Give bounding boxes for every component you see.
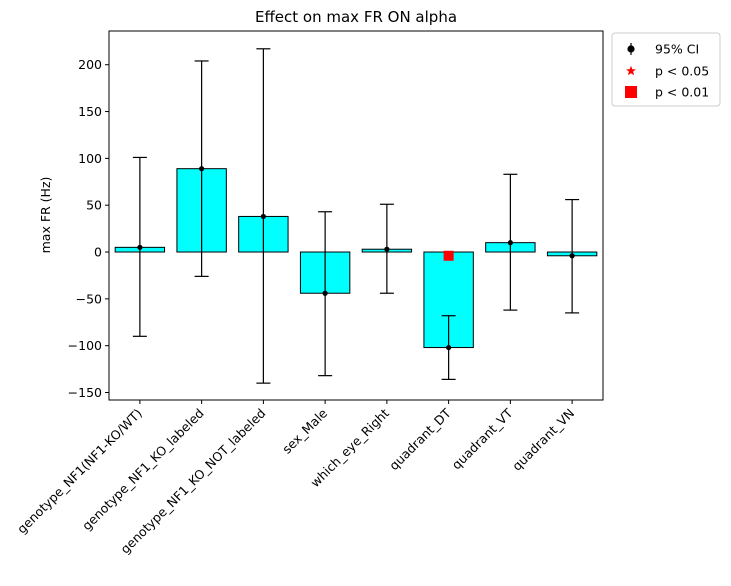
- y-tick-label: 200: [78, 57, 102, 72]
- p01-marker-quadrant_DT: [443, 250, 454, 261]
- estimate-point-genotype_NF1_KO_NOT_labeled: [260, 213, 266, 220]
- chart-title: Effect on max FR ON alpha: [255, 8, 457, 26]
- legend-label-p05: p < 0.05: [655, 64, 709, 79]
- plot-area: [114, 48, 598, 384]
- legend: 95% CI p < 0.05 p < 0.01: [611, 32, 721, 107]
- axes-frame: [108, 30, 604, 401]
- estimate-point-quadrant_VT: [507, 240, 513, 246]
- estimate-point-genotype_NF1(NF1-KO/WT): [137, 244, 143, 250]
- estimate-point-quadrant_DT: [446, 344, 452, 351]
- y-axis-label: max FR (Hz): [38, 177, 53, 254]
- legend-box: [611, 32, 721, 107]
- y-tick-label: 50: [86, 198, 102, 213]
- y-tick-label: −150: [68, 385, 102, 400]
- estimate-point-quadrant_VN: [569, 253, 575, 259]
- y-tick-label: 0: [94, 245, 102, 260]
- legend-label-p01: p < 0.01: [655, 85, 709, 100]
- legend-label-ci: 95% CI: [655, 42, 699, 57]
- y-tick-label: 100: [78, 151, 102, 166]
- legend-ci-point: [627, 45, 635, 53]
- y-tick-label: −50: [76, 291, 102, 306]
- y-tick-label: 150: [78, 104, 102, 119]
- estimate-point-sex_Male: [322, 290, 328, 296]
- estimate-point-genotype_NF1_KO_labeled: [199, 166, 205, 172]
- y-tick-label: −100: [68, 338, 102, 353]
- estimate-point-which_eye_Right: [384, 246, 390, 252]
- legend-p05-marker: [626, 65, 636, 76]
- legend-p01-marker: [625, 86, 637, 98]
